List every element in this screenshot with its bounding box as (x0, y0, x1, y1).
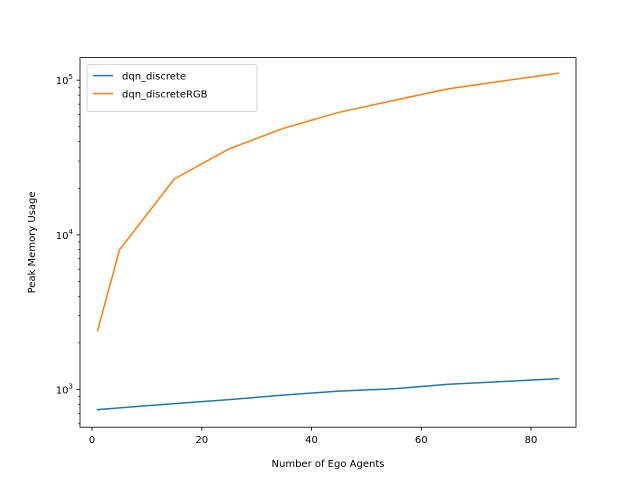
legend-label-0: dqn_discrete (122, 72, 186, 83)
legend: dqn_discrete dqn_discreteRGB (86, 64, 258, 112)
y-axis: 103 104 105 (56, 73, 80, 425)
series-line-1 (96, 72, 560, 332)
y-tick-label-2: 105 (56, 73, 73, 87)
x-tick-label-4: 80 (525, 435, 538, 446)
x-tick-label-0: 0 (89, 435, 95, 446)
series-line-0 (96, 377, 560, 411)
y-tick-label-1: 104 (56, 228, 74, 242)
x-tick-label-1: 20 (195, 435, 208, 446)
x-tick-label-2: 40 (305, 435, 318, 446)
x-axis-label: Number of Ego Agents (272, 459, 385, 470)
legend-box (86, 64, 258, 112)
x-tick-label-3: 60 (415, 435, 428, 446)
legend-label-1: dqn_discreteRGB (122, 90, 208, 101)
series-layer (96, 72, 560, 411)
y-tick-label-0: 103 (56, 382, 73, 396)
plot-frame (79, 57, 577, 428)
x-axis: 0 20 40 60 80 (89, 427, 537, 446)
y-axis-label: Peak Memory Usage (27, 191, 38, 293)
